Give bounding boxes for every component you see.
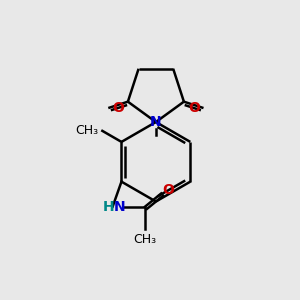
Text: O: O — [188, 101, 200, 115]
Text: O: O — [112, 101, 124, 115]
Text: CH₃: CH₃ — [76, 124, 99, 137]
Text: H: H — [102, 200, 114, 214]
Text: O: O — [163, 184, 175, 197]
Text: CH₃: CH₃ — [134, 233, 157, 246]
Text: N: N — [114, 200, 126, 214]
Text: N: N — [150, 115, 162, 129]
